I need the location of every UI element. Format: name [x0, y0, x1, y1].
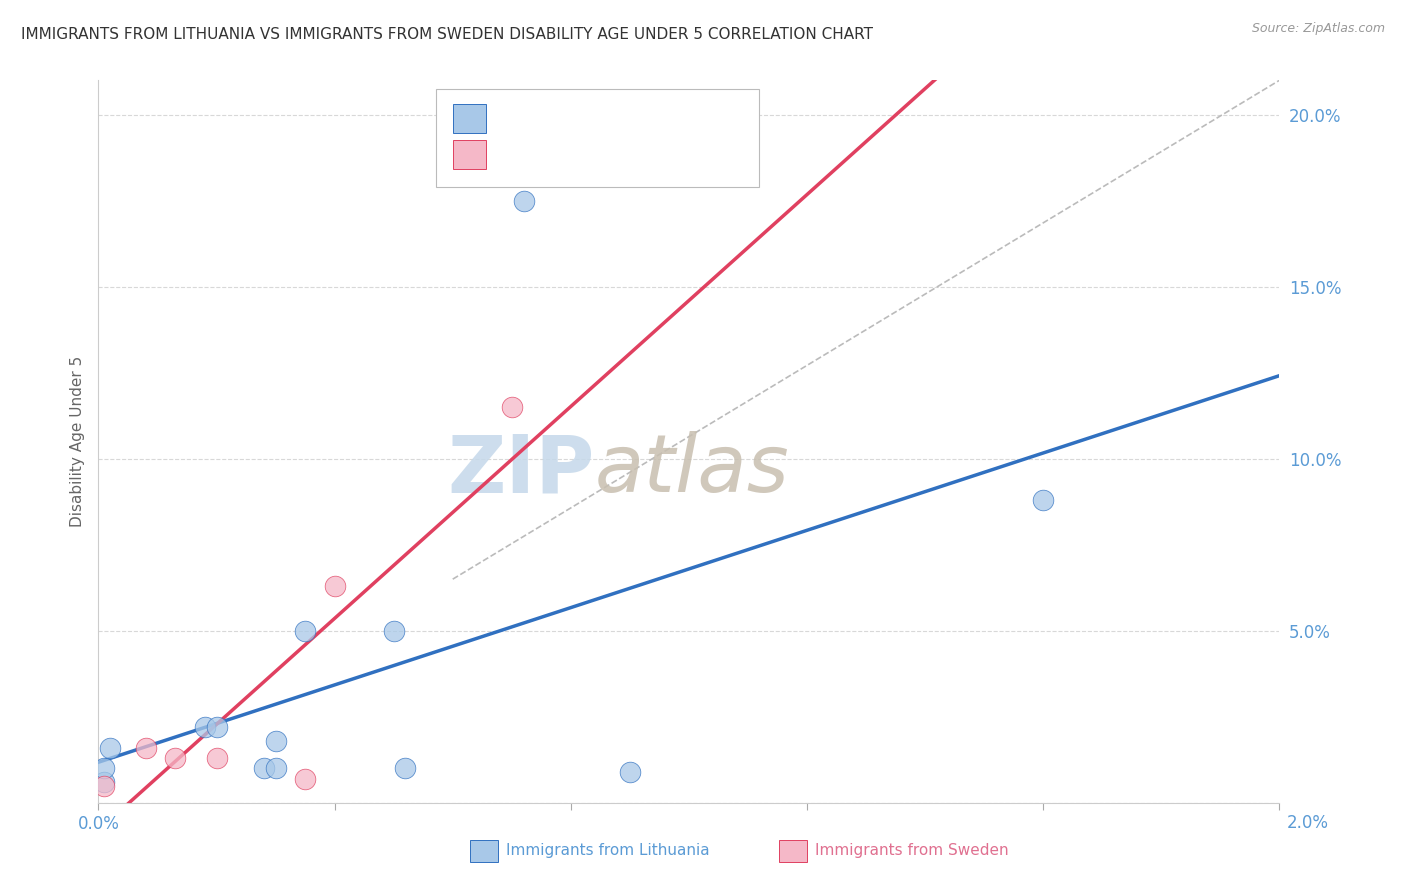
- Point: [264, 761, 287, 775]
- Text: 0.841: 0.841: [543, 145, 600, 163]
- Text: Immigrants from Sweden: Immigrants from Sweden: [815, 844, 1010, 858]
- Point: [205, 751, 228, 765]
- Point: [501, 400, 523, 414]
- Point: [323, 579, 346, 593]
- Point: [93, 775, 115, 789]
- Point: [394, 761, 416, 775]
- Text: 0.454: 0.454: [543, 110, 599, 128]
- Point: [93, 779, 115, 793]
- Point: [253, 761, 276, 775]
- Text: atlas: atlas: [595, 432, 789, 509]
- Text: 14: 14: [647, 110, 672, 128]
- Point: [294, 772, 316, 786]
- Text: 7: 7: [647, 145, 665, 163]
- Text: ZIP: ZIP: [447, 432, 595, 509]
- Point: [165, 751, 187, 765]
- Text: Source: ZipAtlas.com: Source: ZipAtlas.com: [1251, 22, 1385, 36]
- Point: [294, 624, 316, 638]
- Text: N =: N =: [602, 145, 641, 163]
- Point: [98, 740, 121, 755]
- Point: [382, 624, 405, 638]
- Point: [205, 720, 228, 734]
- Y-axis label: Disability Age Under 5: Disability Age Under 5: [69, 356, 84, 527]
- Point: [512, 194, 534, 208]
- Text: N =: N =: [602, 110, 641, 128]
- Point: [264, 734, 287, 748]
- Text: R =: R =: [496, 110, 536, 128]
- Text: 2.0%: 2.0%: [1286, 814, 1329, 832]
- Point: [194, 720, 217, 734]
- Point: [619, 764, 641, 779]
- Point: [93, 761, 115, 775]
- Point: [1032, 493, 1054, 508]
- Text: R =: R =: [496, 145, 536, 163]
- Point: [135, 740, 157, 755]
- Text: Immigrants from Lithuania: Immigrants from Lithuania: [506, 844, 710, 858]
- Text: IMMIGRANTS FROM LITHUANIA VS IMMIGRANTS FROM SWEDEN DISABILITY AGE UNDER 5 CORRE: IMMIGRANTS FROM LITHUANIA VS IMMIGRANTS …: [21, 27, 873, 42]
